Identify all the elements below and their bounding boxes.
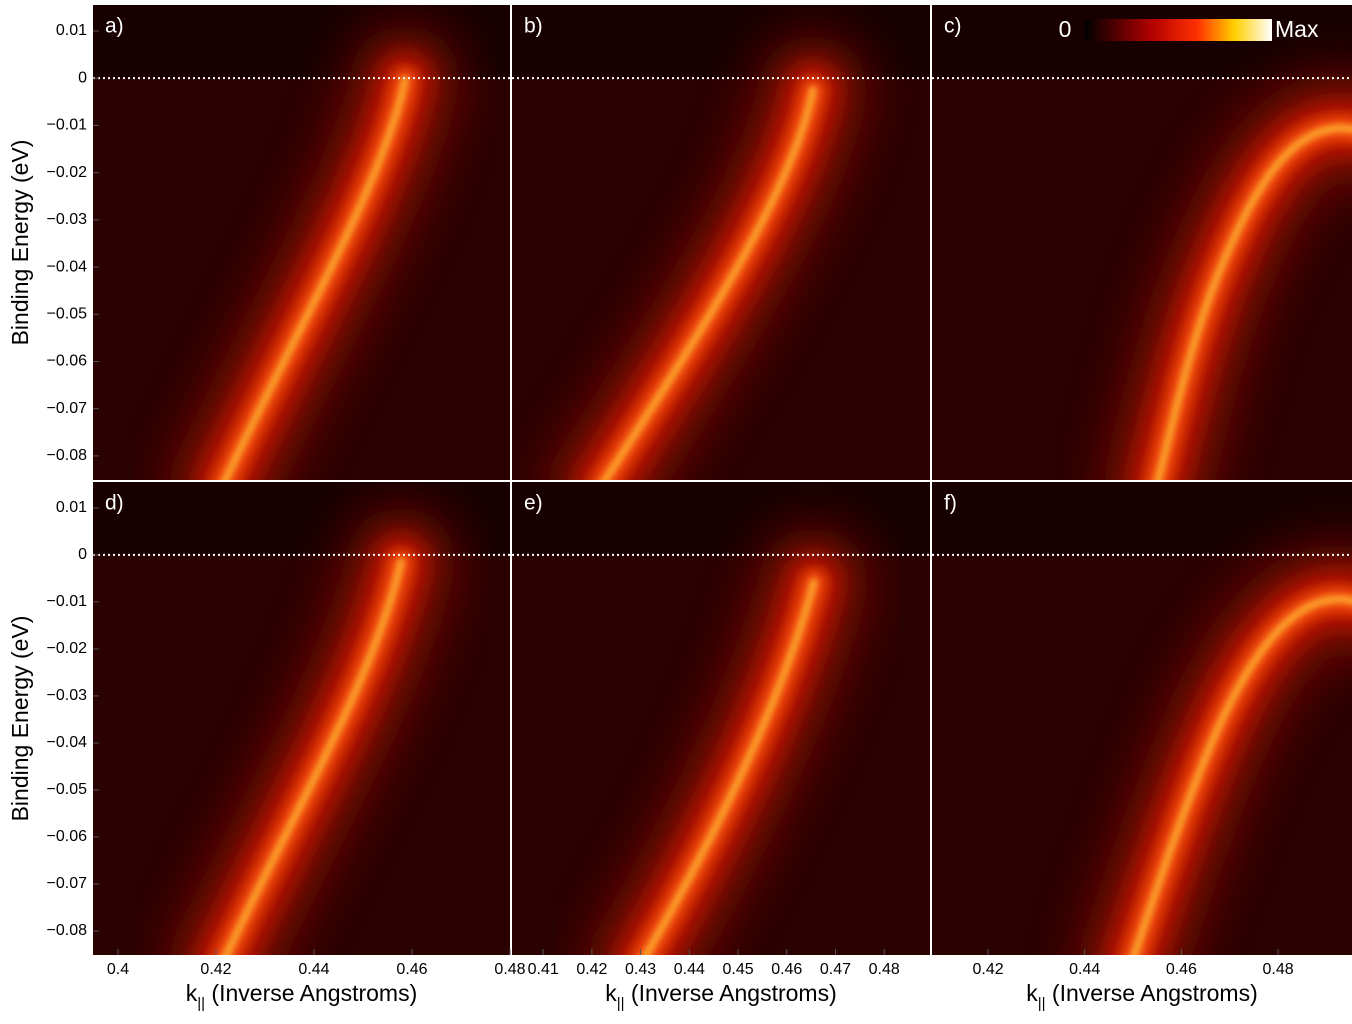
panel bbox=[932, 482, 1352, 955]
y-tick-label: 0 bbox=[78, 69, 87, 86]
panel-top-shade bbox=[512, 5, 930, 79]
y-tick-label: −0.04 bbox=[47, 734, 88, 751]
colorbar-max-label: Max bbox=[1275, 16, 1319, 42]
y-tick-label: −0.03 bbox=[47, 211, 88, 228]
y-tick-label: −0.03 bbox=[47, 687, 88, 704]
y-tick-label: −0.02 bbox=[47, 640, 88, 657]
band-layer bbox=[641, 578, 818, 955]
x-tick-label: 0.45 bbox=[722, 961, 753, 978]
band-layer bbox=[600, 86, 817, 480]
band bbox=[547, 35, 868, 480]
panel-label: e) bbox=[524, 492, 543, 515]
y-tick-label: −0.05 bbox=[47, 781, 88, 798]
colorbar bbox=[1085, 19, 1272, 41]
x-tick-label: 0.41 bbox=[528, 961, 559, 978]
y-tick-label: 0 bbox=[78, 546, 87, 563]
x-tick-label: 0.44 bbox=[674, 961, 705, 978]
x-tick-label: 0.44 bbox=[1069, 961, 1100, 978]
x-tick-label: 0.42 bbox=[576, 961, 607, 978]
panel-label: a) bbox=[105, 15, 124, 38]
band bbox=[168, 25, 460, 480]
band-layer bbox=[1154, 124, 1352, 480]
panel bbox=[932, 5, 1352, 480]
band-layer bbox=[220, 76, 409, 480]
y-tick-label: −0.01 bbox=[47, 117, 88, 134]
panel bbox=[512, 482, 930, 955]
x-tick-label: 0.48 bbox=[1262, 961, 1293, 978]
y-tick-label: −0.02 bbox=[47, 164, 88, 181]
x-label-subscript: || bbox=[1038, 995, 1046, 1012]
panel bbox=[93, 5, 510, 480]
x-label-symbol: k bbox=[1026, 980, 1038, 1006]
x-tick-label: 0.48 bbox=[494, 961, 525, 978]
colorbar-min-label: 0 bbox=[1059, 16, 1072, 42]
x-axis-label: k|| (Inverse Angstroms) bbox=[605, 980, 836, 1012]
x-tick-label: 0.46 bbox=[396, 961, 427, 978]
x-label-subscript: || bbox=[617, 995, 625, 1012]
x-tick-label: 0.42 bbox=[200, 961, 231, 978]
panel-top-shade bbox=[932, 482, 1352, 555]
x-label-symbol: k bbox=[605, 980, 617, 1006]
y-tick-label: −0.08 bbox=[47, 922, 88, 939]
band bbox=[1102, 73, 1352, 480]
y-tick-label: −0.06 bbox=[47, 828, 88, 845]
y-tick-label: 0.01 bbox=[56, 499, 87, 516]
y-tick-label: 0.01 bbox=[56, 22, 87, 39]
y-axis-label: Binding Energy (eV) bbox=[7, 616, 33, 822]
x-axis-label: k|| (Inverse Angstroms) bbox=[186, 980, 417, 1012]
x-tick-label: 0.46 bbox=[771, 961, 802, 978]
x-tick-label: 0.48 bbox=[869, 961, 900, 978]
x-label-text: (Inverse Angstroms) bbox=[625, 980, 837, 1006]
y-tick-label: −0.01 bbox=[47, 593, 88, 610]
x-label-text: (Inverse Angstroms) bbox=[1046, 980, 1258, 1006]
band-layer bbox=[1130, 595, 1352, 955]
band bbox=[587, 527, 869, 955]
band bbox=[1077, 544, 1352, 955]
band-layer bbox=[221, 558, 405, 955]
x-axis-label: k|| (Inverse Angstroms) bbox=[1026, 980, 1257, 1012]
panel-label: d) bbox=[105, 492, 124, 515]
panel-label: f) bbox=[944, 492, 957, 515]
band bbox=[168, 507, 456, 955]
panel-top-shade bbox=[512, 482, 930, 555]
y-tick-label: −0.07 bbox=[47, 875, 88, 892]
x-tick-label: 0.47 bbox=[820, 961, 851, 978]
y-axis-label: Binding Energy (eV) bbox=[7, 140, 33, 346]
x-label-symbol: k bbox=[186, 980, 198, 1006]
y-tick-label: −0.07 bbox=[47, 400, 88, 417]
panel-top-shade bbox=[932, 5, 1352, 79]
y-tick-label: −0.08 bbox=[47, 447, 88, 464]
panel-label: c) bbox=[944, 15, 962, 38]
y-tick-label: −0.05 bbox=[47, 305, 88, 322]
x-label-subscript: || bbox=[197, 995, 205, 1012]
x-tick-label: 0.46 bbox=[1166, 961, 1197, 978]
panel-label: b) bbox=[524, 15, 543, 38]
x-tick-label: 0.42 bbox=[972, 961, 1003, 978]
panel bbox=[93, 482, 510, 955]
x-tick-label: 0.44 bbox=[298, 961, 329, 978]
y-tick-label: −0.06 bbox=[47, 353, 88, 370]
x-label-text: (Inverse Angstroms) bbox=[205, 980, 417, 1006]
x-tick-label: 0.4 bbox=[107, 961, 129, 978]
y-tick-label: −0.04 bbox=[47, 258, 88, 275]
panel bbox=[512, 5, 930, 480]
x-tick-label: 0.43 bbox=[625, 961, 656, 978]
